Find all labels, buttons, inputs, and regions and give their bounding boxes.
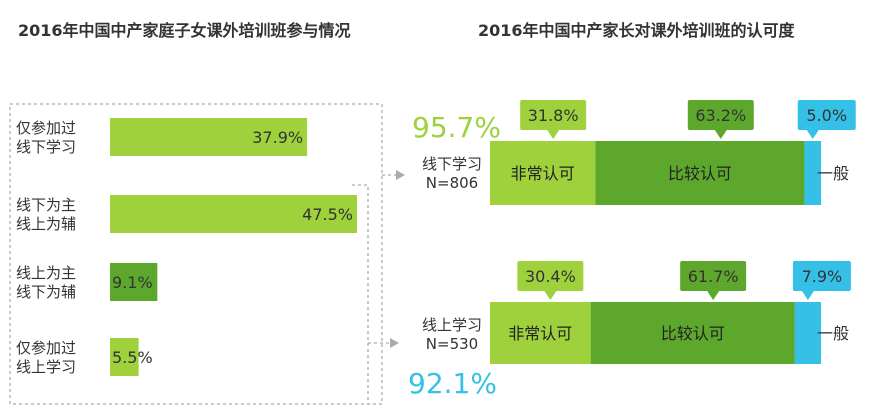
category-label-line: 线上为辅 xyxy=(16,215,76,233)
bracket-line xyxy=(352,184,369,405)
callout-box xyxy=(792,261,851,291)
row-label-line: 线上学习 xyxy=(422,316,482,334)
segment-value-label: 31.8% xyxy=(528,106,579,125)
callout-pointer xyxy=(707,291,720,300)
category-label-line: 线上为主 xyxy=(16,264,76,282)
category-label-line: 仅参加过 xyxy=(16,339,76,357)
bar-value-label: 5.5% xyxy=(112,348,153,367)
category-label-line: 线下为辅 xyxy=(16,283,76,301)
callout-pointer xyxy=(801,291,814,300)
segment-value-label: 61.7% xyxy=(688,267,739,286)
category-label: 线下为主线上为辅 xyxy=(16,196,76,233)
connectors xyxy=(352,170,405,405)
segment-name: 非常认可 xyxy=(508,324,572,343)
category-label: 仅参加过线下学习 xyxy=(16,119,76,156)
bar xyxy=(110,118,308,156)
stack-segment xyxy=(590,302,795,364)
row-label-line: N=806 xyxy=(426,174,478,192)
callout-pointer xyxy=(547,130,560,139)
arrow-head xyxy=(390,338,399,348)
stack-segment xyxy=(794,302,821,364)
segment-name: 非常认可 xyxy=(511,164,575,183)
bar xyxy=(110,195,357,233)
segment-value-label: 7.9% xyxy=(802,267,843,286)
left-chart: 仅参加过线下学习 37.9%线下为主线上为辅 47.5%线上为主线下为辅 9.1%仅参… xyxy=(9,103,383,405)
bar-value-label: 47.5% xyxy=(302,205,353,224)
right-chart-title: 2016年中国中产家长对课外培训班的认可度 xyxy=(478,21,796,40)
row-label: 线下学习 N=806 xyxy=(422,155,482,192)
segment-value-label: 63.2% xyxy=(695,106,746,125)
approval-total: 92.1% xyxy=(408,367,497,400)
left-chart-title: 2016年中国中产家庭子女课外培训班参与情况 xyxy=(18,21,351,40)
segment-name: 一般 xyxy=(817,324,849,343)
category-label-line: 线下学习 xyxy=(16,138,76,156)
callout-box xyxy=(797,100,856,130)
category-label-line: 仅参加过 xyxy=(16,119,76,137)
bar xyxy=(110,338,139,376)
category-label: 线上为主线下为辅 xyxy=(16,264,76,301)
bar-value-label: 37.9% xyxy=(252,128,303,147)
row-label: 线上学习 N=530 xyxy=(422,316,482,353)
segment-name: 比较认可 xyxy=(668,164,732,183)
left-frame xyxy=(9,103,383,405)
stack-segment xyxy=(595,141,805,205)
stack-segment xyxy=(490,302,591,364)
segment-name: 比较认可 xyxy=(661,324,725,343)
category-label-line: 线上学习 xyxy=(16,358,76,376)
stack-segment xyxy=(490,141,596,205)
bar xyxy=(110,263,158,301)
callout-pointer xyxy=(544,291,557,300)
callout-box xyxy=(517,261,584,291)
callout-box xyxy=(687,100,754,130)
callout-box xyxy=(680,261,747,291)
bar-value-label: 9.1% xyxy=(112,273,153,292)
row-label-line: N=530 xyxy=(426,335,478,353)
category-label: 仅参加过线上学习 xyxy=(16,339,76,376)
callout-pointer xyxy=(714,130,727,139)
category-label-line: 线下为主 xyxy=(16,196,76,214)
row-label-line: 线下学习 xyxy=(422,155,482,173)
arrow-head xyxy=(396,170,405,180)
right-chart: 95.7% 线下学习 N=806 非常认可 31.8% 比较认可 63.2% 一般 5.0% 92… xyxy=(408,100,856,400)
segment-value-label: 30.4% xyxy=(525,267,576,286)
stack-segment xyxy=(804,141,821,205)
segment-value-label: 5.0% xyxy=(806,106,847,125)
segment-name: 一般 xyxy=(817,164,849,183)
callout-box xyxy=(520,100,587,130)
approval-total: 95.7% xyxy=(412,111,501,144)
callout-pointer xyxy=(806,130,819,139)
